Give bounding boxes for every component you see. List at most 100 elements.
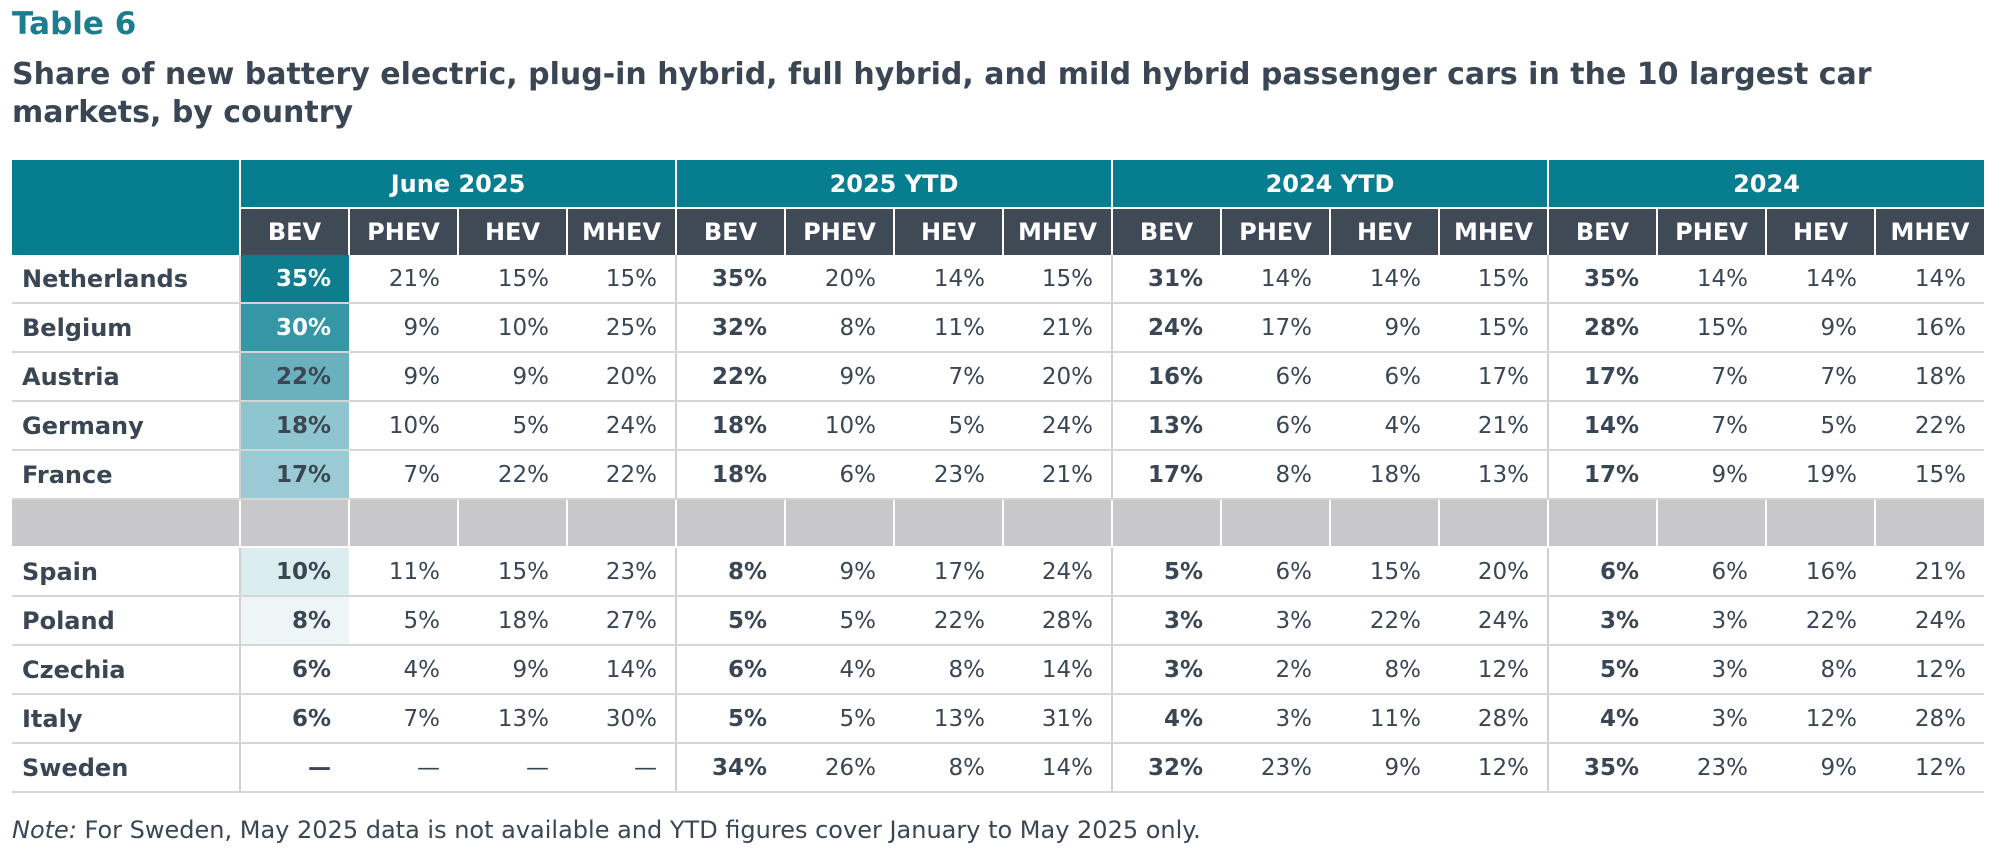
table-cell: 9% (349, 303, 458, 353)
table-cell: 9% (1330, 303, 1439, 353)
table-cell: 35% (675, 255, 785, 304)
subheader-phev: PHEV (348, 207, 458, 255)
table-cell: 11% (349, 547, 458, 597)
divider-row (12, 499, 1984, 548)
table-cell: 7% (349, 450, 458, 500)
table-cell: 18% (675, 450, 785, 500)
table-cell: 35% (1547, 255, 1657, 304)
table-cell: 8% (239, 596, 349, 646)
table-row: Sweden — — — —34% 26% 8% 14% 32% 23% 9% 12% 35% 23% 9%… (12, 743, 1984, 793)
table-cell: 22% (239, 352, 349, 402)
subheader-phev: PHEV (1220, 207, 1330, 255)
table-cell: 7% (349, 694, 458, 744)
table-cell: 3% (1657, 694, 1766, 744)
table-cell: 6% (1221, 401, 1330, 451)
table-cell: 5% (785, 596, 894, 646)
table-cell: 6% (239, 645, 349, 695)
table-row: Czechia 6% 4% 9% 14% 6% 4% 8% 14% 3% 2% 8% 12% 5% 3% 8%… (12, 645, 1984, 695)
table-cell: 3% (1547, 596, 1657, 646)
table-cell: 9% (458, 645, 567, 695)
table-cell: 27% (567, 596, 676, 646)
table-cell: 15% (1657, 303, 1766, 353)
table-cell: 4% (1547, 694, 1657, 744)
table-cell: 22% (894, 596, 1003, 646)
country-label: Belgium (12, 303, 240, 353)
subheader-hev: HEV (1765, 207, 1875, 255)
table-cell: 11% (1330, 694, 1439, 744)
table-cell: 9% (349, 352, 458, 402)
table-cell: 18% (1330, 450, 1439, 500)
table-cell: 5% (458, 401, 567, 451)
table-cell: 15% (1003, 255, 1112, 304)
table-cell: 21% (349, 255, 458, 304)
table-cell: — (458, 743, 567, 793)
table-cell: 8% (1330, 645, 1439, 695)
table-cell: 9% (785, 352, 894, 402)
table-cell: 24% (1003, 401, 1112, 451)
table-cell: 8% (1221, 450, 1330, 500)
table-cell: 14% (1330, 255, 1439, 304)
table-cell: 7% (1657, 352, 1766, 402)
table-cell: 7% (894, 352, 1003, 402)
table-row: Poland 8% 5% 18% 27% 5% 5% 22% 28% 3% 3% 22% 24% 3% 3%… (12, 596, 1984, 646)
table-cell: 13% (894, 694, 1003, 744)
table-cell: 8% (675, 547, 785, 597)
table-cell: 13% (1111, 401, 1221, 451)
table-cell: 15% (1439, 255, 1548, 304)
table-cell: 4% (1330, 401, 1439, 451)
table-row: France 17% 7% 22% 22% 18% 6% 23% 21% 17% 8% 18% 13% 1… (12, 450, 1984, 500)
country-label: France (12, 450, 240, 500)
table-cell: 3% (1221, 694, 1330, 744)
data-table: June 2025 2025 YTD 2024 YTD 2024 BEV PHEV… (12, 160, 1984, 793)
table-cell: 32% (675, 303, 785, 353)
table-cell: 20% (567, 352, 676, 402)
table-cell: 20% (1439, 547, 1548, 597)
table-cell: 26% (785, 743, 894, 793)
table-cell: 14% (894, 255, 1003, 304)
table-cell: 10% (349, 401, 458, 451)
table-cell: 15% (1330, 547, 1439, 597)
table-cell: 25% (567, 303, 676, 353)
table-cell: 23% (1221, 743, 1330, 793)
table-cell: — (349, 743, 458, 793)
table-cell: 14% (1003, 645, 1112, 695)
country-label: Germany (12, 401, 240, 451)
table-cell: 5% (349, 596, 458, 646)
table-cell: 15% (567, 255, 676, 304)
table-cell: 17% (1111, 450, 1221, 500)
table-cell: 7% (1766, 352, 1875, 402)
table-cell: 5% (785, 694, 894, 744)
table-cell: 3% (1657, 596, 1766, 646)
subheader-mhev: MHEV (1438, 207, 1548, 255)
table-cell: 5% (1547, 645, 1657, 695)
table-cell: 13% (1439, 450, 1548, 500)
table-row: Netherlands 35% 21% 15% 15% 35% 20% 14% 15% 31% 14… (12, 255, 1984, 304)
table-cell: 3% (1111, 596, 1221, 646)
subheader-phev: PHEV (1656, 207, 1766, 255)
table-cell: 5% (675, 596, 785, 646)
table-cell: 8% (894, 743, 1003, 793)
country-label: Spain (12, 547, 240, 597)
table-cell: 6% (1330, 352, 1439, 402)
table-cell: 31% (1003, 694, 1112, 744)
table-cell: 15% (458, 255, 567, 304)
table-cell: 14% (1547, 401, 1657, 451)
table-cell: 28% (1875, 694, 1984, 744)
subheader-hev: HEV (893, 207, 1003, 255)
table-cell: 23% (894, 450, 1003, 500)
table-cell: 2% (1221, 645, 1330, 695)
table-cell: 18% (458, 596, 567, 646)
table-cell: 15% (1439, 303, 1548, 353)
table-cell: 14% (1657, 255, 1766, 304)
table-cell: 35% (1547, 743, 1657, 793)
country-label: Sweden (12, 743, 240, 793)
table-cell: 4% (349, 645, 458, 695)
table-cell: 12% (1766, 694, 1875, 744)
table-cell: 12% (1439, 743, 1548, 793)
table-cell: 32% (1111, 743, 1221, 793)
table-cell: 17% (894, 547, 1003, 597)
country-label: Poland (12, 596, 240, 646)
table-cell: 12% (1875, 743, 1984, 793)
table-row: Germany 18% 10% 5% 24% 18% 10% 5% 24% 13% 6% 4% 21% 1… (12, 401, 1984, 451)
table-cell: 31% (1111, 255, 1221, 304)
